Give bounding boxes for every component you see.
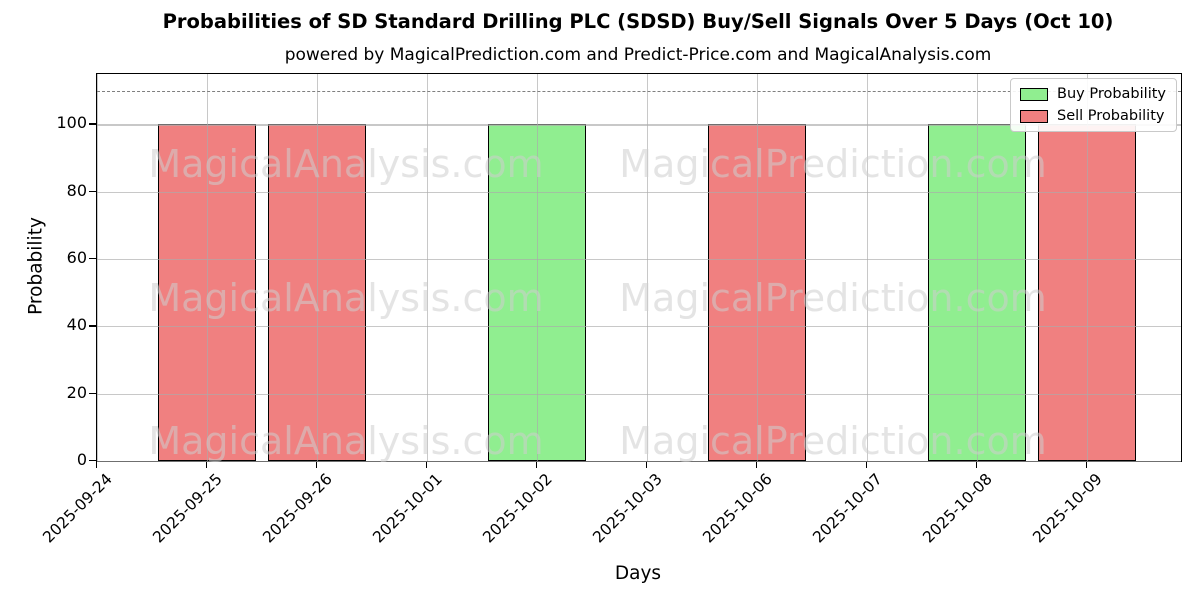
threshold-dashed-line	[97, 90, 1181, 92]
xtick-mark	[1086, 461, 1088, 468]
legend: Buy Probability Sell Probability	[1010, 78, 1177, 132]
ytick-label-80: 80	[66, 180, 87, 200]
ytick-label-20: 20	[66, 382, 87, 402]
xtick-label-2025-10-09: 2025-10-09	[1029, 470, 1106, 547]
gridline-y-80	[97, 191, 1181, 193]
gridline-x-2025-10-01	[426, 74, 428, 461]
ytick-mark	[89, 460, 96, 462]
xtick-label-2025-10-07: 2025-10-07	[809, 470, 886, 547]
xtick-label-2025-09-26: 2025-09-26	[259, 470, 336, 547]
watermark-prediction: MagicalPrediction.com	[619, 419, 1047, 463]
gridline-y-100	[97, 124, 1181, 126]
gridline-x-2025-10-03	[646, 74, 648, 461]
xtick-label-2025-10-02: 2025-10-02	[479, 470, 556, 547]
gridline-x-2025-09-24	[96, 74, 98, 461]
xtick-mark	[316, 461, 318, 468]
xtick-label-2025-10-06: 2025-10-06	[699, 470, 776, 547]
plot-area: MagicalAnalysis.com MagicalPrediction.com…	[96, 73, 1182, 463]
xtick-mark	[206, 461, 208, 468]
legend-entry-1: Sell Probability	[1020, 108, 1166, 124]
ytick-mark	[89, 190, 96, 193]
xtick-label-2025-10-03: 2025-10-03	[589, 470, 666, 547]
gridline-x-2025-10-09	[1086, 74, 1088, 461]
ytick-mark	[89, 123, 96, 125]
ytick-label-0: 0	[76, 450, 87, 469]
xtick-mark	[646, 461, 648, 468]
ytick-label-100: 100	[56, 113, 87, 133]
watermark-analysis: MagicalAnalysis.com	[148, 419, 544, 463]
xtick-mark	[866, 461, 868, 468]
x-axis-label: Days	[614, 563, 662, 584]
ytick-label-60: 60	[66, 248, 87, 268]
legend-entry-0: Buy Probability	[1020, 86, 1166, 102]
xtick-mark	[756, 461, 758, 468]
gridline-y-40	[97, 326, 1181, 328]
xtick-label-2025-09-24: 2025-09-24	[39, 470, 116, 547]
xtick-mark	[426, 461, 428, 468]
xtick-label-2025-10-01: 2025-10-01	[369, 470, 446, 547]
gridline-x-2025-10-07	[866, 74, 868, 461]
gridline-x-2025-09-25	[206, 74, 208, 461]
gridline-y-0	[97, 461, 1181, 463]
gridline-y-20	[97, 393, 1181, 395]
xtick-label-2025-10-08: 2025-10-08	[919, 470, 996, 547]
ytick-mark	[89, 325, 96, 327]
legend-swatch-icon	[1020, 109, 1049, 123]
watermark-prediction: MagicalPrediction.com	[619, 276, 1047, 320]
ytick-mark	[89, 392, 96, 394]
legend-swatch-icon	[1020, 87, 1049, 101]
gridline-y-60	[97, 259, 1181, 261]
gridline-x-2025-09-26	[316, 74, 318, 461]
gridline-x-2025-10-02	[536, 74, 538, 461]
xtick-mark	[536, 461, 538, 468]
ytick-mark	[89, 258, 96, 260]
ytick-label-40: 40	[66, 315, 87, 335]
watermark-analysis: MagicalAnalysis.com	[148, 142, 544, 186]
y-axis-label: Probability	[25, 217, 47, 315]
gridline-x-2025-10-06	[756, 74, 758, 461]
xtick-mark	[976, 461, 978, 468]
legend-label: Sell Probability	[1057, 108, 1165, 124]
legend-label: Buy Probability	[1057, 86, 1166, 102]
watermark-prediction: MagicalPrediction.com	[619, 142, 1047, 186]
xtick-mark	[96, 461, 98, 468]
gridline-x-2025-10-08	[976, 74, 978, 461]
chart-subtitle: powered by MagicalPrediction.com and Pre…	[284, 45, 992, 65]
chart-title: Probabilities of SD Standard Drilling PL…	[162, 10, 1114, 33]
xtick-label-2025-09-25: 2025-09-25	[149, 470, 226, 547]
watermark-analysis: MagicalAnalysis.com	[148, 276, 544, 320]
